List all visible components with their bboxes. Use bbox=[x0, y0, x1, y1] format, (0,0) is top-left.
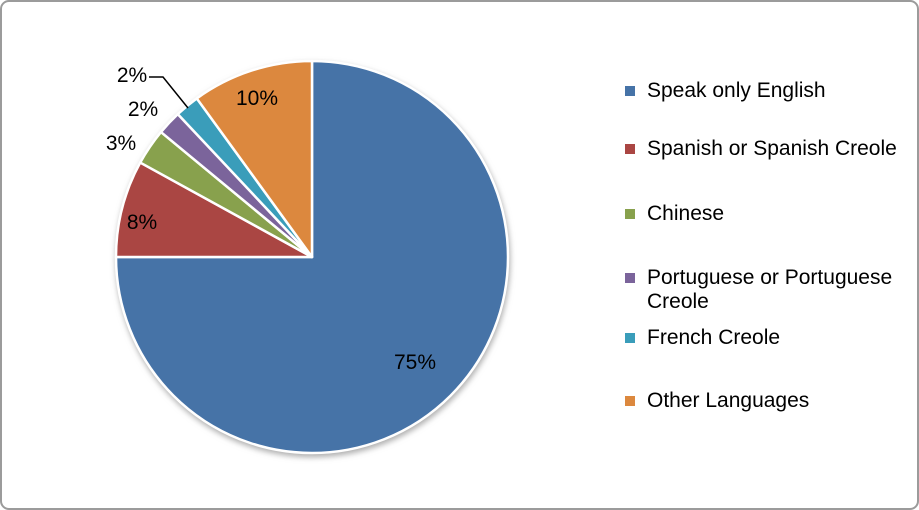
pie-slice-5 bbox=[195, 59, 314, 259]
data-label: 2% bbox=[117, 64, 147, 87]
data-label: 8% bbox=[127, 211, 157, 234]
pie-slice-0 bbox=[114, 59, 510, 455]
leader-lines bbox=[149, 76, 189, 109]
pie-slice-1 bbox=[114, 161, 314, 259]
pie-data-labels: 75% 8% 3% 2% 2% 10% bbox=[106, 64, 436, 374]
data-label: 75% bbox=[394, 351, 436, 374]
data-label: 10% bbox=[236, 87, 278, 110]
pie-slices bbox=[114, 59, 510, 455]
leader-line bbox=[149, 76, 189, 109]
data-label: 2% bbox=[128, 98, 158, 121]
data-label: 3% bbox=[106, 132, 136, 155]
